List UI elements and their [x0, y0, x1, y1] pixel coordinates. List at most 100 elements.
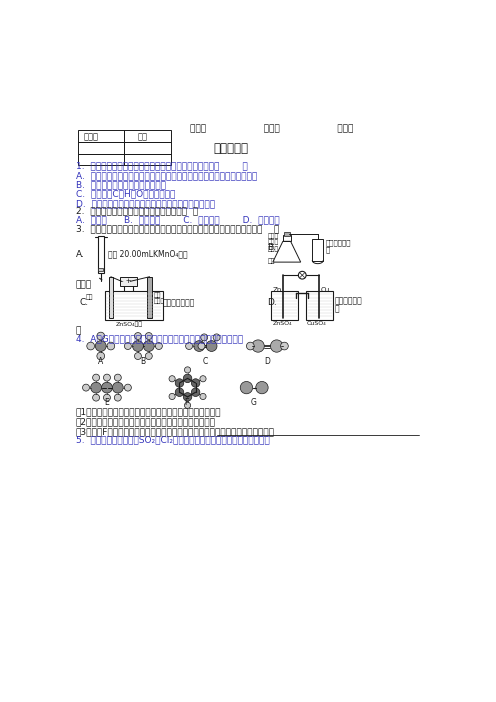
Text: 池: 池 — [335, 305, 339, 314]
Text: C.: C. — [79, 298, 88, 307]
Circle shape — [124, 384, 131, 391]
Circle shape — [184, 392, 192, 401]
Text: 铁制品表面镀锌: 铁制品表面镀锌 — [163, 298, 195, 307]
Circle shape — [104, 394, 111, 401]
Circle shape — [114, 374, 122, 381]
Circle shape — [169, 376, 175, 382]
Text: 浸泡过: 浸泡过 — [267, 246, 279, 251]
Bar — [98, 236, 104, 273]
Circle shape — [175, 379, 184, 388]
Text: F: F — [185, 399, 189, 407]
Circle shape — [145, 352, 152, 359]
Bar — [124, 131, 171, 142]
Circle shape — [134, 333, 141, 340]
Bar — [271, 291, 299, 320]
Text: 铁钉: 铁钉 — [267, 258, 275, 264]
Bar — [283, 235, 291, 241]
Text: CuSO₄: CuSO₄ — [307, 322, 327, 326]
Text: - +: - + — [121, 277, 131, 284]
Circle shape — [270, 340, 283, 352]
Bar — [105, 291, 163, 320]
Bar — [147, 277, 152, 318]
Text: D.: D. — [267, 298, 277, 307]
Text: （3）写出F发生硝化反应的化学方程式：＿＿＿＿＿＿＿＿＿＿＿＿＿＿＿＿＿。: （3）写出F发生硝化反应的化学方程式：＿＿＿＿＿＿＿＿＿＿＿＿＿＿＿＿＿。 — [76, 428, 275, 437]
Text: A.  塑料瓶      B.  不锈钢刀        C.  涤纶布料        D.  汽车轮胎: A. 塑料瓶 B. 不锈钢刀 C. 涤纶布料 D. 汽车轮胎 — [76, 215, 280, 224]
Text: 验证铁发生吸
水: 验证铁发生吸 水 — [325, 239, 351, 253]
Text: 学校：                    姓名：                    班级：: 学校： 姓名： 班级： — [190, 124, 353, 133]
Circle shape — [185, 367, 190, 373]
Text: G: G — [251, 399, 257, 407]
Circle shape — [175, 388, 184, 397]
Text: 3.  用下列实验装置进行相应实验，装置及操作正确、且能达到实验目的是〈    〉: 3. 用下列实验装置进行相应实验，装置及操作正确、且能达到实验目的是〈 〉 — [76, 225, 279, 233]
Circle shape — [194, 340, 205, 352]
Text: 池: 池 — [76, 327, 81, 336]
Circle shape — [143, 340, 154, 352]
Text: 5.  某实验小组为了证明SO₂和Cl₂的漂白性，设计了如图所示的实验装置：: 5. 某实验小组为了证明SO₂和Cl₂的漂白性，设计了如图所示的实验装置： — [76, 435, 270, 444]
Bar — [77, 154, 124, 165]
Text: B.  加酶洗衣粉中的酶其实是蛋白质: B. 加酶洗衣粉中的酶其实是蛋白质 — [76, 180, 166, 190]
Text: A: A — [98, 357, 103, 366]
Circle shape — [198, 343, 205, 350]
Circle shape — [169, 393, 175, 399]
Circle shape — [213, 334, 220, 341]
Circle shape — [191, 379, 200, 388]
Text: 评卷人: 评卷人 — [84, 133, 99, 142]
Bar — [284, 232, 290, 236]
Text: Zn: Zn — [273, 286, 282, 293]
Text: 氧腐蚀: 氧腐蚀 — [76, 281, 92, 290]
Bar — [124, 154, 171, 165]
Circle shape — [97, 352, 105, 360]
Text: （1）常温下含氢量最高的气态烃是＿＿＿＿＿（填字母）。: （1）常温下含氢量最高的气态烃是＿＿＿＿＿（填字母）。 — [76, 408, 221, 417]
Text: D.  糖类、油脂、蛋白质都能在一定条件下发生水解反应: D. 糖类、油脂、蛋白质都能在一定条件下发生水解反应 — [76, 199, 215, 208]
Circle shape — [97, 332, 105, 340]
Circle shape — [87, 342, 95, 350]
Circle shape — [102, 382, 113, 393]
Circle shape — [256, 381, 268, 394]
Circle shape — [247, 342, 254, 350]
Circle shape — [240, 381, 252, 394]
Circle shape — [95, 340, 106, 352]
Circle shape — [281, 342, 288, 350]
Text: 量取 20.00mLKMnO₄溶液: 量取 20.00mLKMnO₄溶液 — [109, 250, 188, 259]
Circle shape — [200, 393, 206, 399]
Text: 铁钉用: 铁钉用 — [267, 234, 279, 239]
Circle shape — [252, 340, 264, 352]
Text: （2）能够使酸性高锰酸钾溶液褪色的烃有＿＿＿＿＿种。: （2）能够使酸性高锰酸钾溶液褪色的烃有＿＿＿＿＿种。 — [76, 418, 216, 427]
Text: A.: A. — [76, 250, 85, 259]
Circle shape — [93, 374, 100, 381]
Bar — [77, 131, 124, 142]
Circle shape — [134, 352, 141, 359]
Bar — [98, 268, 103, 272]
Circle shape — [155, 343, 162, 350]
Text: 设计铜锌原电: 设计铜锌原电 — [335, 297, 363, 306]
Circle shape — [93, 394, 100, 401]
Circle shape — [201, 334, 208, 341]
Text: ZnSO₄: ZnSO₄ — [273, 322, 293, 326]
Bar — [312, 239, 323, 260]
Circle shape — [206, 340, 217, 352]
Text: B.: B. — [267, 243, 276, 252]
Circle shape — [107, 342, 115, 350]
Text: 4.  A～G是几种烃的分子球棍模型（如图），据此回答下列问题：: 4. A～G是几种烃的分子球棍模型（如图），据此回答下列问题： — [76, 334, 243, 343]
Text: ZnSO₄溶液: ZnSO₄溶液 — [116, 322, 143, 327]
Circle shape — [82, 384, 89, 391]
Text: C.  糖类都由C、H、O三种元素组成: C. 糖类都由C、H、O三种元素组成 — [76, 190, 175, 199]
Circle shape — [200, 376, 206, 382]
Text: A.  在人体内，油脂的主要反应是在脂肪酶催化下水解为高级脂肪酸和甘油: A. 在人体内，油脂的主要反应是在脂肪酶催化下水解为高级脂肪酸和甘油 — [76, 171, 257, 180]
Bar — [77, 142, 124, 154]
Text: 铸铁: 铸铁 — [153, 292, 161, 298]
Circle shape — [91, 382, 102, 393]
Circle shape — [104, 374, 111, 381]
Circle shape — [185, 402, 190, 409]
Text: B: B — [140, 357, 145, 366]
Text: 食盐水: 食盐水 — [267, 240, 279, 246]
Circle shape — [132, 340, 143, 352]
Circle shape — [191, 388, 200, 397]
Circle shape — [114, 394, 122, 401]
Bar — [120, 277, 137, 286]
Text: 2.  下列生活用品不属于有机合成材料的是（  ）: 2. 下列生活用品不属于有机合成材料的是（ ） — [76, 206, 198, 215]
Text: 得分: 得分 — [138, 133, 148, 142]
Bar — [124, 142, 171, 154]
Text: D: D — [264, 357, 270, 366]
Text: 一、选择题: 一、选择题 — [213, 142, 248, 155]
